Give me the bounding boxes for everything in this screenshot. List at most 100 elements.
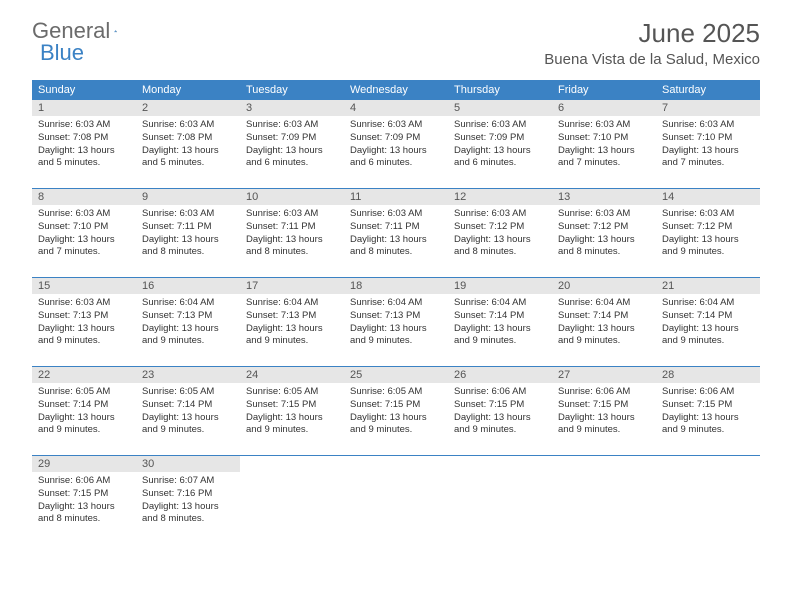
calendar-cell-empty [448, 456, 552, 544]
daylight-line-1: Daylight: 13 hours [662, 412, 754, 425]
daylight-line-1: Daylight: 13 hours [662, 145, 754, 158]
cell-body: Sunrise: 6:04 AMSunset: 7:14 PMDaylight:… [656, 294, 760, 351]
sunrise-line: Sunrise: 6:03 AM [38, 297, 130, 310]
calendar-cell: 14 Sunrise: 6:03 AMSunset: 7:12 PMDayligh… [656, 189, 760, 277]
calendar-week: 8Sunrise: 6:03 AMSunset: 7:10 PMDaylight… [32, 189, 760, 278]
daylight-line-1: Daylight: 13 hours [38, 145, 130, 158]
sunset-line: Sunset: 7:10 PM [38, 221, 130, 234]
day-header-cell: Sunday [32, 80, 136, 100]
date-number [448, 456, 552, 460]
daylight-line-1: Daylight: 13 hours [454, 412, 546, 425]
date-number: 17 [240, 278, 344, 294]
sunrise-line: Sunrise: 6:05 AM [142, 386, 234, 399]
sunset-line: Sunset: 7:15 PM [662, 399, 754, 412]
sunrise-line: Sunrise: 6:05 AM [246, 386, 338, 399]
logo-blue-line: Blue [40, 40, 84, 66]
sunrise-line: Sunrise: 6:03 AM [38, 208, 130, 221]
daylight-line-2: and 9 minutes. [246, 424, 338, 437]
calendar-cell: 26Sunrise: 6:06 AMSunset: 7:15 PMDayligh… [448, 367, 552, 455]
daylight-line-2: and 9 minutes. [38, 424, 130, 437]
daylight-line-2: and 7 minutes. [558, 157, 650, 170]
cell-body: Sunrise: 6:05 AMSunset: 7:14 PMDaylight:… [32, 383, 136, 440]
calendar-cell: 20Sunrise: 6:04 AMSunset: 7:14 PMDayligh… [552, 278, 656, 366]
sunrise-line: Sunrise: 6:04 AM [350, 297, 442, 310]
sunset-line: Sunset: 7:12 PM [454, 221, 546, 234]
calendar-cell: 12Sunrise: 6:03 AMSunset: 7:12 PMDayligh… [448, 189, 552, 277]
daylight-line-2: and 9 minutes. [558, 424, 650, 437]
sunset-line: Sunset: 7:13 PM [350, 310, 442, 323]
daylight-line-2: and 6 minutes. [454, 157, 546, 170]
daylight-line-2: and 7 minutes. [38, 246, 130, 259]
daylight-line-2: and 5 minutes. [38, 157, 130, 170]
cell-body: Sunrise: 6:06 AMSunset: 7:15 PMDaylight:… [448, 383, 552, 440]
daylight-line-1: Daylight: 13 hours [662, 234, 754, 247]
sunset-line: Sunset: 7:15 PM [558, 399, 650, 412]
sunset-line: Sunset: 7:14 PM [142, 399, 234, 412]
daylight-line-1: Daylight: 13 hours [38, 323, 130, 336]
cell-body: Sunrise: 6:03 AMSunset: 7:09 PMDaylight:… [344, 116, 448, 173]
calendar: SundayMondayTuesdayWednesdayThursdayFrid… [32, 80, 760, 544]
cell-body: Sunrise: 6:03 AMSunset: 7:11 PMDaylight:… [344, 205, 448, 262]
header: General June 2025 Buena Vista de la Salu… [0, 0, 792, 74]
sunrise-line: Sunrise: 6:06 AM [454, 386, 546, 399]
daylight-line-1: Daylight: 13 hours [454, 145, 546, 158]
cell-body: Sunrise: 6:04 AMSunset: 7:14 PMDaylight:… [448, 294, 552, 351]
sunrise-line: Sunrise: 6:03 AM [350, 119, 442, 132]
daylight-line-1: Daylight: 13 hours [142, 145, 234, 158]
date-number: 11 [344, 189, 448, 205]
sunrise-line: Sunrise: 6:04 AM [558, 297, 650, 310]
daylight-line-1: Daylight: 13 hours [558, 412, 650, 425]
daylight-line-1: Daylight: 13 hours [350, 145, 442, 158]
calendar-week: 29Sunrise: 6:06 AMSunset: 7:15 PMDayligh… [32, 456, 760, 544]
calendar-cell: 9Sunrise: 6:03 AMSunset: 7:11 PMDaylight… [136, 189, 240, 277]
sunrise-line: Sunrise: 6:03 AM [662, 208, 754, 221]
sunset-line: Sunset: 7:14 PM [38, 399, 130, 412]
sunset-line: Sunset: 7:12 PM [662, 221, 754, 234]
daylight-line-2: and 9 minutes. [558, 335, 650, 348]
sunrise-line: Sunrise: 6:04 AM [454, 297, 546, 310]
sunrise-line: Sunrise: 6:06 AM [38, 475, 130, 488]
date-number: 22 [32, 367, 136, 383]
sunrise-line: Sunrise: 6:04 AM [246, 297, 338, 310]
daylight-line-2: and 9 minutes. [38, 335, 130, 348]
daylight-line-2: and 8 minutes. [142, 246, 234, 259]
sunset-line: Sunset: 7:09 PM [350, 132, 442, 145]
sunrise-line: Sunrise: 6:03 AM [558, 119, 650, 132]
logo-text-blue: Blue [40, 40, 84, 66]
calendar-cell: 6Sunrise: 6:03 AMSunset: 7:10 PMDaylight… [552, 100, 656, 188]
calendar-week: 22Sunrise: 6:05 AMSunset: 7:14 PMDayligh… [32, 367, 760, 456]
daylight-line-1: Daylight: 13 hours [142, 234, 234, 247]
calendar-cell-empty [240, 456, 344, 544]
cell-body: Sunrise: 6:05 AMSunset: 7:14 PMDaylight:… [136, 383, 240, 440]
date-number: 21 [656, 278, 760, 294]
daylight-line-1: Daylight: 13 hours [350, 234, 442, 247]
date-number: 10 [240, 189, 344, 205]
date-number: 14 [656, 189, 760, 205]
calendar-cell: 2Sunrise: 6:03 AMSunset: 7:08 PMDaylight… [136, 100, 240, 188]
daylight-line-2: and 8 minutes. [350, 246, 442, 259]
cell-body: Sunrise: 6:04 AMSunset: 7:13 PMDaylight:… [344, 294, 448, 351]
daylight-line-1: Daylight: 13 hours [246, 412, 338, 425]
sunrise-line: Sunrise: 6:03 AM [246, 208, 338, 221]
sunset-line: Sunset: 7:15 PM [454, 399, 546, 412]
daylight-line-1: Daylight: 13 hours [350, 323, 442, 336]
date-number: 2 [136, 100, 240, 116]
daylight-line-1: Daylight: 13 hours [558, 145, 650, 158]
calendar-cell: 13Sunrise: 6:03 AMSunset: 7:12 PMDayligh… [552, 189, 656, 277]
daylight-line-2: and 8 minutes. [142, 513, 234, 526]
sunrise-line: Sunrise: 6:04 AM [142, 297, 234, 310]
date-number: 5 [448, 100, 552, 116]
sunrise-line: Sunrise: 6:03 AM [558, 208, 650, 221]
cell-body: Sunrise: 6:04 AMSunset: 7:14 PMDaylight:… [552, 294, 656, 351]
daylight-line-2: and 9 minutes. [142, 424, 234, 437]
daylight-line-2: and 9 minutes. [246, 335, 338, 348]
date-number: 9 [136, 189, 240, 205]
calendar-cell: 22Sunrise: 6:05 AMSunset: 7:14 PMDayligh… [32, 367, 136, 455]
date-number [240, 456, 344, 460]
calendar-cell: 21Sunrise: 6:04 AMSunset: 7:14 PMDayligh… [656, 278, 760, 366]
daylight-line-1: Daylight: 13 hours [38, 501, 130, 514]
calendar-week: 1Sunrise: 6:03 AMSunset: 7:08 PMDaylight… [32, 100, 760, 189]
sunset-line: Sunset: 7:13 PM [246, 310, 338, 323]
daylight-line-1: Daylight: 13 hours [246, 234, 338, 247]
cell-body: Sunrise: 6:03 AMSunset: 7:10 PMDaylight:… [656, 116, 760, 173]
